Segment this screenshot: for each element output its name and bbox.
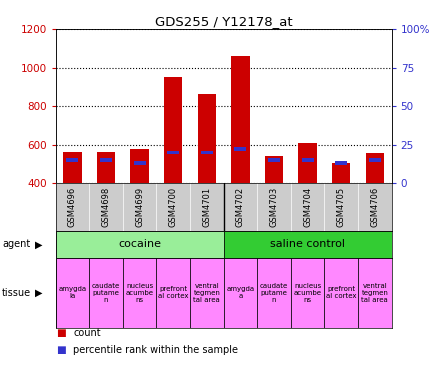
Bar bbox=[298, 143, 317, 183]
Bar bbox=[332, 163, 351, 183]
Text: prefront
al cortex: prefront al cortex bbox=[326, 286, 356, 299]
Text: ■: ■ bbox=[56, 344, 65, 355]
Text: ▶: ▶ bbox=[36, 239, 43, 249]
Bar bbox=[130, 149, 149, 183]
Bar bbox=[268, 158, 280, 162]
Bar bbox=[324, 258, 358, 328]
Bar bbox=[56, 231, 224, 258]
Bar bbox=[89, 258, 123, 328]
Text: saline control: saline control bbox=[270, 239, 345, 249]
Text: GSM4706: GSM4706 bbox=[370, 187, 379, 227]
Text: ▶: ▶ bbox=[36, 288, 43, 298]
Bar bbox=[235, 147, 247, 151]
Text: GSM4703: GSM4703 bbox=[270, 187, 279, 227]
Bar bbox=[63, 152, 82, 183]
Text: GSM4698: GSM4698 bbox=[101, 187, 110, 227]
Bar bbox=[134, 161, 146, 165]
Text: GSM4701: GSM4701 bbox=[202, 187, 211, 227]
Bar bbox=[201, 150, 213, 154]
Bar bbox=[302, 158, 314, 162]
Bar bbox=[100, 158, 112, 162]
Text: agent: agent bbox=[2, 239, 30, 249]
Text: GSM4699: GSM4699 bbox=[135, 187, 144, 227]
Text: nucleus
acumbe
ns: nucleus acumbe ns bbox=[294, 283, 322, 303]
Text: ■: ■ bbox=[56, 328, 65, 338]
Title: GDS255 / Y12178_at: GDS255 / Y12178_at bbox=[155, 15, 292, 28]
Bar bbox=[231, 56, 250, 183]
Bar bbox=[66, 158, 78, 162]
Text: count: count bbox=[73, 328, 101, 338]
Bar bbox=[167, 150, 179, 154]
Bar bbox=[265, 156, 283, 183]
Text: caudate
putame
n: caudate putame n bbox=[260, 283, 288, 303]
Bar bbox=[97, 152, 115, 183]
Text: caudate
putame
n: caudate putame n bbox=[92, 283, 120, 303]
Text: tissue: tissue bbox=[2, 288, 31, 298]
Text: percentile rank within the sample: percentile rank within the sample bbox=[73, 344, 239, 355]
Bar bbox=[190, 258, 224, 328]
Bar bbox=[224, 258, 257, 328]
Text: GSM4696: GSM4696 bbox=[68, 187, 77, 227]
Bar bbox=[369, 158, 381, 162]
Text: amygda
la: amygda la bbox=[58, 286, 86, 299]
Text: ventral
tegmen
tal area: ventral tegmen tal area bbox=[194, 283, 220, 303]
Text: amygda
a: amygda a bbox=[227, 286, 255, 299]
Text: GSM4705: GSM4705 bbox=[337, 187, 346, 227]
Bar bbox=[56, 258, 89, 328]
Bar bbox=[365, 153, 384, 183]
Text: prefront
al cortex: prefront al cortex bbox=[158, 286, 189, 299]
Text: GSM4700: GSM4700 bbox=[169, 187, 178, 227]
Bar bbox=[164, 77, 182, 183]
Text: nucleus
acumbe
ns: nucleus acumbe ns bbox=[125, 283, 154, 303]
Text: ventral
tegmen
tal area: ventral tegmen tal area bbox=[361, 283, 388, 303]
Bar bbox=[123, 258, 157, 328]
Text: GSM4702: GSM4702 bbox=[236, 187, 245, 227]
Bar bbox=[291, 258, 324, 328]
Text: GSM4704: GSM4704 bbox=[303, 187, 312, 227]
Bar bbox=[157, 258, 190, 328]
Text: cocaine: cocaine bbox=[118, 239, 161, 249]
Bar bbox=[224, 231, 392, 258]
Bar bbox=[257, 258, 291, 328]
Bar bbox=[198, 94, 216, 183]
Bar bbox=[335, 161, 347, 165]
Bar bbox=[358, 258, 392, 328]
